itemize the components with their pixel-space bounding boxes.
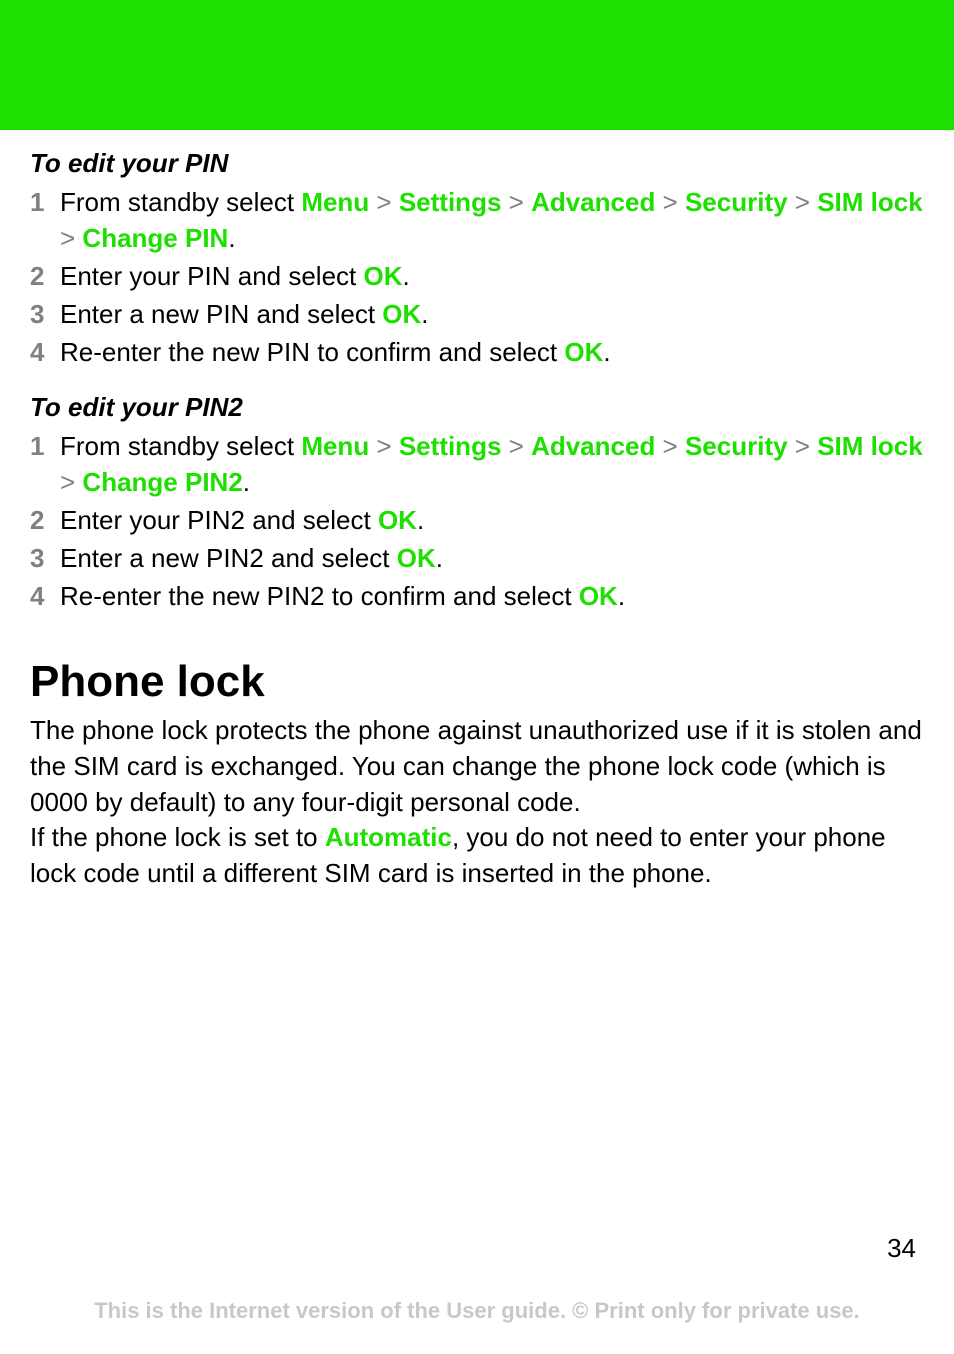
step-number: 1 [30, 429, 60, 501]
separator: > [369, 431, 399, 461]
separator: > [369, 187, 399, 217]
step-text: Re-enter the new PIN2 to confirm and sel… [60, 579, 924, 615]
menu-term: Change PIN2 [82, 467, 242, 497]
section1-title: To edit your PIN [30, 148, 924, 179]
separator: > [788, 431, 818, 461]
step-text: Enter a new PIN and select OK. [60, 297, 924, 333]
separator: > [788, 187, 818, 217]
menu-term: Settings [399, 431, 502, 461]
section2-step1: 1 From standby select Menu > Settings > … [30, 429, 924, 501]
menu-term: Menu [301, 431, 369, 461]
step-text: Enter a new PIN2 and select OK. [60, 541, 924, 577]
menu-term: Security [685, 431, 788, 461]
separator: > [655, 187, 685, 217]
separator: > [655, 431, 685, 461]
text-fragment: Re-enter the new PIN2 to confirm and sel… [60, 581, 579, 611]
step-number: 2 [30, 259, 60, 295]
separator: > [60, 223, 82, 253]
menu-term: OK [579, 581, 618, 611]
separator: > [60, 467, 82, 497]
step-number: 2 [30, 503, 60, 539]
menu-term: Automatic [325, 822, 452, 852]
section1-step4: 4 Re-enter the new PIN to confirm and se… [30, 335, 924, 371]
page-number: 34 [887, 1233, 916, 1264]
menu-term: SIM lock [817, 187, 922, 217]
phone-lock-para1: The phone lock protects the phone agains… [30, 713, 924, 821]
menu-term: Menu [301, 187, 369, 217]
text-fragment: If the phone lock is set to [30, 822, 325, 852]
step-number: 3 [30, 297, 60, 333]
menu-term: Security [685, 187, 788, 217]
text-fragment: Enter a new PIN and select [60, 299, 382, 329]
section1-step1: 1 From standby select Menu > Settings > … [30, 185, 924, 257]
step-number: 3 [30, 541, 60, 577]
step-text: Enter your PIN and select OK. [60, 259, 924, 295]
section1-step3: 3 Enter a new PIN and select OK. [30, 297, 924, 333]
text-fragment: Enter a new PIN2 and select [60, 543, 397, 573]
menu-term: OK [378, 505, 417, 535]
menu-term: OK [564, 337, 603, 367]
text-fragment: From standby select [60, 187, 301, 217]
separator: > [501, 431, 531, 461]
text-fragment: Re-enter the new PIN to confirm and sele… [60, 337, 564, 367]
separator: > [501, 187, 531, 217]
step-text: From standby select Menu > Settings > Ad… [60, 185, 924, 257]
section2-title: To edit your PIN2 [30, 392, 924, 423]
section1-step2: 2 Enter your PIN and select OK. [30, 259, 924, 295]
header-bar [0, 0, 954, 130]
menu-term: OK [363, 261, 402, 291]
section2-step3: 3 Enter a new PIN2 and select OK. [30, 541, 924, 577]
step-text: From standby select Menu > Settings > Ad… [60, 429, 924, 501]
menu-term: SIM lock [817, 431, 922, 461]
text-fragment: Enter your PIN and select [60, 261, 363, 291]
step-text: Enter your PIN2 and select OK. [60, 503, 924, 539]
page-content: To edit your PIN 1 From standby select M… [0, 130, 954, 892]
step-number: 4 [30, 579, 60, 615]
section2-step2: 2 Enter your PIN2 and select OK. [30, 503, 924, 539]
section2-step4: 4 Re-enter the new PIN2 to confirm and s… [30, 579, 924, 615]
menu-term: Change PIN [82, 223, 228, 253]
phone-lock-para2: If the phone lock is set to Automatic, y… [30, 820, 924, 892]
step-text: Re-enter the new PIN to confirm and sele… [60, 335, 924, 371]
menu-term: Advanced [531, 431, 655, 461]
menu-term: OK [382, 299, 421, 329]
menu-term: Settings [399, 187, 502, 217]
step-number: 4 [30, 335, 60, 371]
text-fragment: From standby select [60, 431, 301, 461]
footer-note: This is the Internet version of the User… [0, 1298, 954, 1324]
step-number: 1 [30, 185, 60, 257]
phone-lock-heading: Phone lock [30, 657, 924, 707]
text-fragment: Enter your PIN2 and select [60, 505, 378, 535]
menu-term: OK [397, 543, 436, 573]
menu-term: Advanced [531, 187, 655, 217]
